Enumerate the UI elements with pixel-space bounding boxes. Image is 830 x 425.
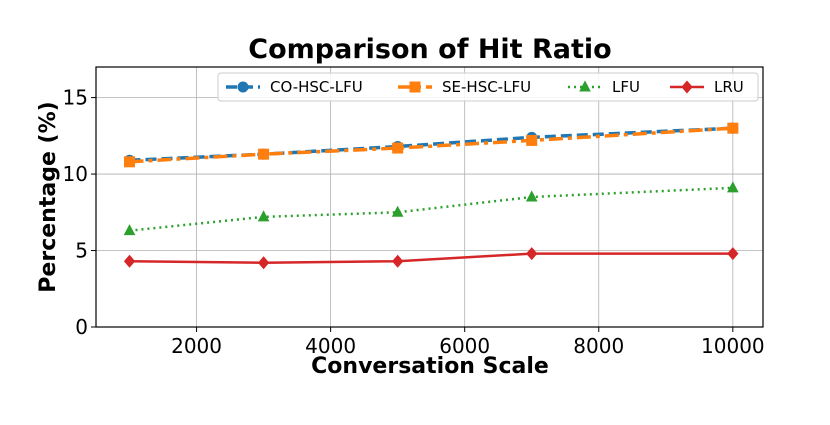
series-layer <box>123 122 739 270</box>
x-axis-label: Conversation Scale <box>311 354 549 379</box>
y-tick-label: 0 <box>75 315 88 339</box>
series-se-hsc-lfu <box>124 122 739 168</box>
y-tick-label: 15 <box>63 86 88 110</box>
data-point <box>123 224 136 236</box>
data-point <box>392 142 404 154</box>
series-line <box>129 186 733 232</box>
data-point <box>258 148 270 160</box>
legend-frame <box>217 72 759 102</box>
plot-frame <box>95 66 764 328</box>
data-point <box>727 247 739 261</box>
legend-label: CO-HSC-LFU <box>270 78 363 96</box>
legend-marker <box>409 81 421 93</box>
y-tick-label: 5 <box>75 239 88 263</box>
legend-marker <box>579 80 591 92</box>
grid-lines <box>96 67 763 328</box>
data-point <box>123 254 136 268</box>
data-point <box>526 134 538 146</box>
data-point <box>391 205 404 217</box>
series-line <box>129 126 733 164</box>
data-point <box>727 122 739 134</box>
y-axis-ticks: 0 5 10 15 <box>63 86 96 339</box>
series-lru <box>123 247 739 270</box>
x-tick-label: 4000 <box>305 334 356 358</box>
series-co-hsc-lfu <box>124 122 739 166</box>
legend-entry: LFU <box>568 78 640 96</box>
data-point <box>257 256 270 270</box>
data-point <box>257 210 270 222</box>
legend-marker <box>237 81 249 93</box>
legend-marker <box>681 80 693 94</box>
series-line <box>129 252 733 265</box>
y-axis-label: Percentage (%) <box>36 101 61 292</box>
series-lfu <box>123 181 739 236</box>
legend-entry: LRU <box>670 78 744 96</box>
legend-label: LFU <box>612 78 640 96</box>
x-tick-label: 10000 <box>701 334 765 358</box>
data-point <box>124 156 136 168</box>
legend-label: LRU <box>714 78 744 96</box>
x-axis-ticks: 2000 4000 6000 8000 10000 <box>171 327 765 358</box>
y-tick-label: 10 <box>63 162 88 186</box>
x-tick-label: 8000 <box>573 334 624 358</box>
legend: CO-HSC-LFU SE-HSC-LFU LFU LRU <box>217 72 759 102</box>
x-tick-label: 2000 <box>171 334 222 358</box>
legend-entry: CO-HSC-LFU <box>226 78 363 96</box>
data-point <box>526 247 538 261</box>
x-tick-label: 6000 <box>439 334 490 358</box>
chart-title: Comparison of Hit Ratio <box>248 34 611 65</box>
data-point <box>525 190 538 202</box>
data-point <box>391 254 404 268</box>
legend-entry: SE-HSC-LFU <box>398 78 531 96</box>
data-point <box>727 181 739 193</box>
legend-label: SE-HSC-LFU <box>442 78 531 96</box>
